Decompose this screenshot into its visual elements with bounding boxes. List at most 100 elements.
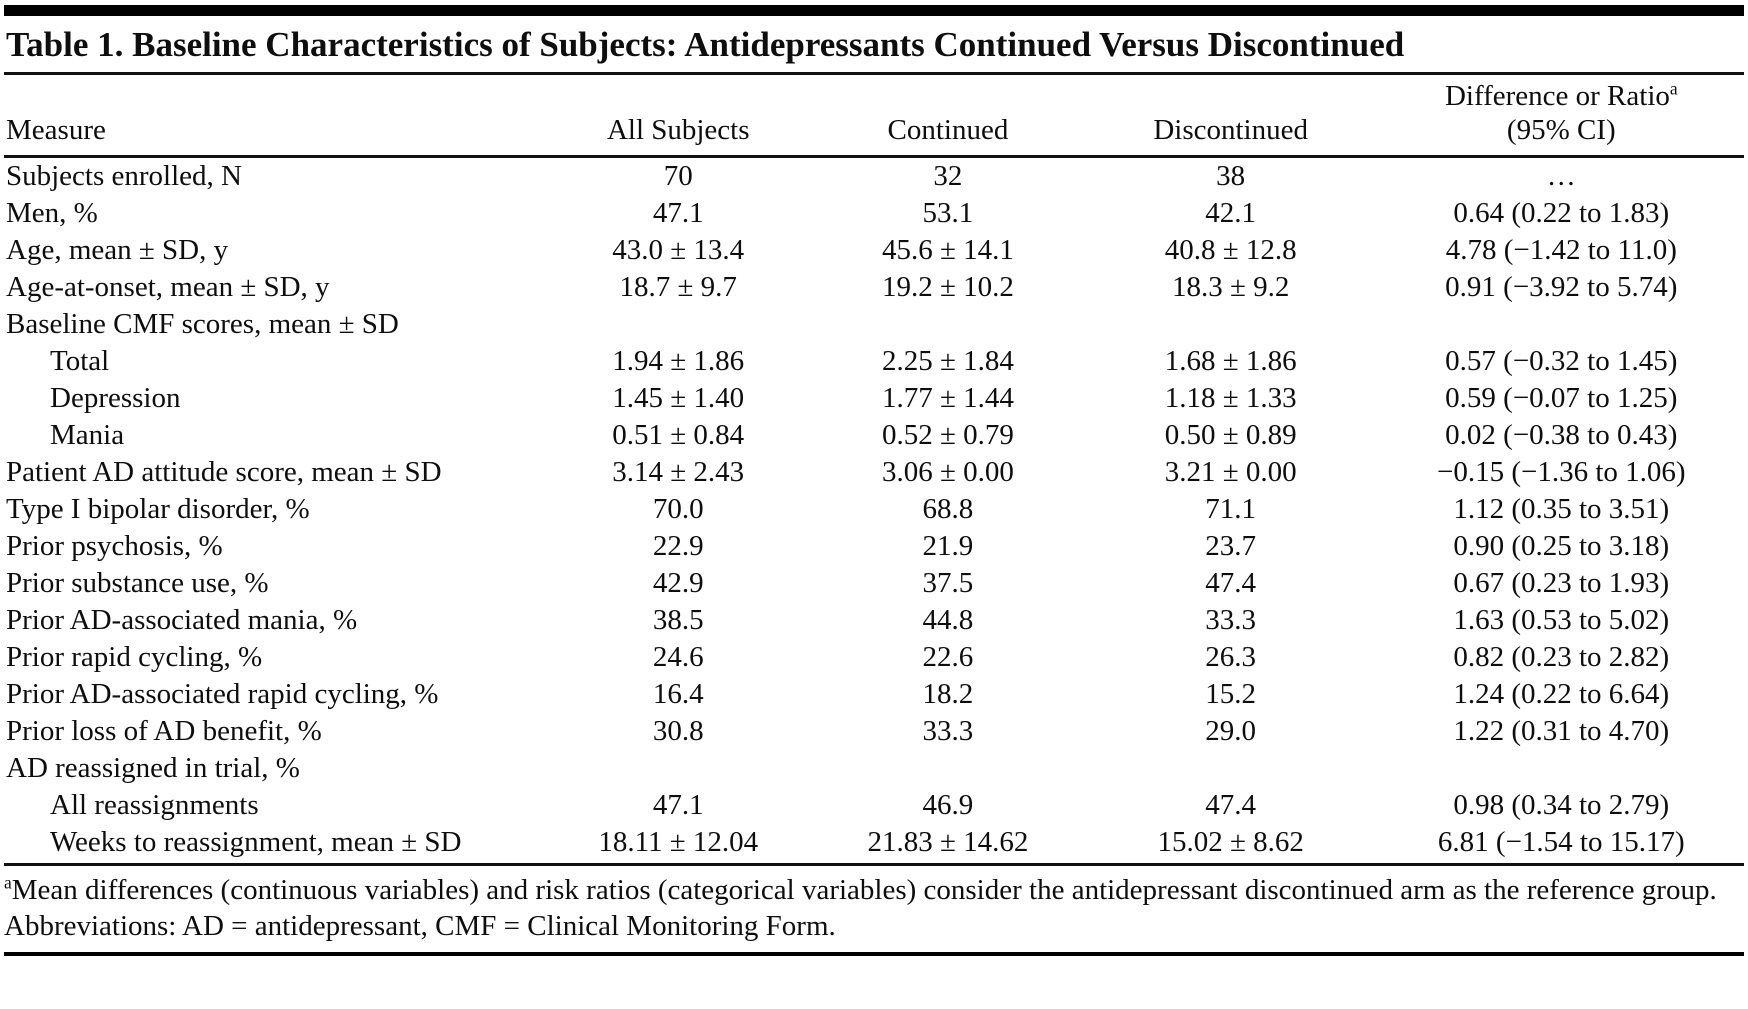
cell-difference: 0.64 (0.22 to 1.83): [1453, 197, 1670, 229]
cell-continued: 2.25 ± 1.84: [881, 345, 1014, 377]
cell-all-subjects: 38.5: [652, 604, 704, 636]
cell-discontinued: [1083, 306, 1379, 343]
col-header-continued: Continued: [813, 75, 1083, 158]
cell-discontinued: 15.02 ± 8.62: [1082, 824, 1379, 866]
cell-continued: [813, 750, 1083, 787]
cell-all-subjects: 18.7 ± 9.7: [619, 271, 737, 303]
footnote-marker-a: a: [1669, 78, 1678, 99]
cell-measure: Prior AD-associated rapid cycling, %: [6, 678, 439, 710]
table-row: AD reassigned in trial, %: [4, 750, 1744, 787]
table-row: Prior substance use, % 42.9 37.5 47.4 0.67 (…: [4, 565, 1744, 602]
cell-difference: 1.24 (0.22 to 6.64): [1453, 678, 1670, 710]
table-row: Age, mean ± SD, y 43.0 ± 13.4 45.6 ± 14.1 4…: [4, 232, 1744, 269]
table-row: Mania 0.51 ± 0.84 0.52 ± 0.79 0.50 ± 0.89 0.…: [4, 417, 1744, 454]
cell-measure: Mania: [50, 419, 125, 451]
cell-difference: 0.82 (0.23 to 2.82): [1453, 641, 1670, 673]
table-row: Total 1.94 ± 1.86 2.25 ± 1.84 1.68 ± 1.86 0.…: [4, 343, 1744, 380]
cell-measure: Patient AD attitude score, mean ± SD: [6, 456, 442, 488]
table-body: Subjects enrolled, N 70 32 38 … Men, % 47.1 53.…: [4, 157, 1744, 866]
cell-continued: 3.06 ± 0.00: [881, 456, 1014, 488]
cell-difference: 0.59 (−0.07 to 1.25): [1445, 382, 1678, 414]
footnotes: aMean differences (continuous variables)…: [4, 872, 1744, 944]
cell-discontinued: 3.21 ± 0.00: [1164, 456, 1297, 488]
header-row: Measure All Subjects Continued Discontin…: [4, 75, 1744, 158]
cell-measure: Weeks to reassignment, mean ± SD: [4, 824, 544, 866]
cell-measure: Age-at-onset, mean ± SD, y: [6, 271, 330, 303]
cell-continued: 53.1: [922, 197, 974, 229]
cell-discontinued: 47.4: [1205, 567, 1257, 599]
cell-discontinued: 47.4: [1205, 789, 1257, 821]
difference-header-line2: (95% CI): [1506, 114, 1616, 146]
cell-measure: All reassignments: [50, 789, 259, 821]
footnote-a-text: Mean differences (continuous variables) …: [11, 874, 1717, 906]
cell-difference: 1.22 (0.31 to 4.70): [1453, 715, 1670, 747]
cell-difference: −0.15 (−1.36 to 1.06): [1436, 456, 1686, 488]
cell-difference: 0.57 (−0.32 to 1.45): [1445, 345, 1678, 377]
cell-measure: Prior rapid cycling, %: [6, 641, 263, 673]
table-row: Weeks to reassignment, mean ± SD 18.11 ± …: [4, 824, 1744, 866]
col-header-measure: Measure: [4, 75, 544, 158]
cell-all-subjects: 47.1: [652, 789, 704, 821]
cell-continued: 19.2 ± 10.2: [881, 271, 1014, 303]
cell-all-subjects: 3.14 ± 2.43: [612, 456, 745, 488]
table-row: Subjects enrolled, N 70 32 38…: [4, 157, 1744, 196]
cell-measure: Total: [50, 345, 110, 377]
table-row: Men, % 47.1 53.1 42.1 0.64 (0.22 to 1.83): [4, 195, 1744, 232]
cell-discontinued: 18.3 ± 9.2: [1171, 271, 1290, 303]
cell-difference: …: [1546, 160, 1576, 192]
cell-discontinued: 0.50 ± 0.89: [1164, 419, 1297, 451]
difference-header-line1: Difference or Ratio: [1444, 80, 1670, 112]
cell-discontinued: 1.18 ± 1.33: [1164, 382, 1297, 414]
cell-discontinued: [1083, 750, 1379, 787]
table-row: Depression 1.45 ± 1.40 1.77 ± 1.44 1.18 ± 1…: [4, 380, 1744, 417]
cell-all-subjects: 24.6: [652, 641, 704, 673]
cell-discontinued: 1.68 ± 1.86: [1164, 345, 1297, 377]
cell-discontinued: 33.3: [1205, 604, 1257, 636]
footnote-a-marker: a: [4, 872, 12, 893]
cell-discontinued: 38: [1216, 160, 1246, 192]
cell-all-subjects: 1.45 ± 1.40: [612, 382, 745, 414]
cell-discontinued: 15.2: [1205, 678, 1257, 710]
table-title: Table 1. Baseline Characteristics of Sub…: [4, 16, 1744, 75]
cell-continued: 45.6 ± 14.1: [881, 234, 1014, 266]
cell-difference: 0.91 (−3.92 to 5.74): [1445, 271, 1678, 303]
cell-all-subjects: 18.11 ± 12.04: [543, 824, 814, 866]
top-rule: [4, 5, 1744, 16]
table-row: Patient AD attitude score, mean ± SD 3.14…: [4, 454, 1744, 491]
cell-measure: Baseline CMF scores, mean ± SD: [6, 308, 399, 340]
cell-all-subjects: 70: [663, 160, 693, 192]
cell-measure: Prior psychosis, %: [6, 530, 223, 562]
cell-continued: 33.3: [922, 715, 974, 747]
cell-continued: 1.77 ± 1.44: [881, 382, 1014, 414]
cell-difference: 6.81 (−1.54 to 15.17): [1378, 824, 1744, 866]
cell-difference: [1379, 306, 1744, 343]
cell-all-subjects: 1.94 ± 1.86: [612, 345, 745, 377]
table-row: Prior rapid cycling, % 24.6 22.6 26.3 0.82 (…: [4, 639, 1744, 676]
cell-continued: 32: [933, 160, 963, 192]
table-row: Prior loss of AD benefit, % 30.8 33.3 29.0 1…: [4, 713, 1744, 750]
cell-all-subjects: 47.1: [652, 197, 704, 229]
cell-continued: 21.83 ± 14.62: [813, 824, 1083, 866]
table-row: Age-at-onset, mean ± SD, y 18.7 ± 9.7 19.2…: [4, 269, 1744, 306]
baseline-characteristics-table: Measure All Subjects Continued Discontin…: [4, 75, 1744, 866]
cell-measure: Prior AD-associated mania, %: [6, 604, 358, 636]
cell-continued: 44.8: [922, 604, 974, 636]
cell-measure: Prior substance use, %: [6, 567, 269, 599]
cell-difference: 4.78 (−1.42 to 11.0): [1445, 234, 1677, 266]
cell-all-subjects: [543, 306, 813, 343]
cell-discontinued: 23.7: [1205, 530, 1257, 562]
cell-continued: 0.52 ± 0.79: [881, 419, 1014, 451]
cell-difference: [1379, 750, 1744, 787]
cell-continued: 21.9: [922, 530, 974, 562]
cell-discontinued: 40.8 ± 12.8: [1164, 234, 1297, 266]
cell-all-subjects: 30.8: [652, 715, 704, 747]
cell-discontinued: 42.1: [1205, 197, 1257, 229]
cell-continued: 46.9: [922, 789, 974, 821]
cell-continued: 22.6: [922, 641, 974, 673]
cell-all-subjects: 16.4: [652, 678, 704, 710]
cell-discontinued: 71.1: [1205, 493, 1257, 525]
cell-measure: Type I bipolar disorder, %: [6, 493, 310, 525]
cell-difference: 1.12 (0.35 to 3.51): [1453, 493, 1670, 525]
cell-difference: 0.02 (−0.38 to 0.43): [1445, 419, 1678, 451]
cell-continued: 37.5: [922, 567, 974, 599]
